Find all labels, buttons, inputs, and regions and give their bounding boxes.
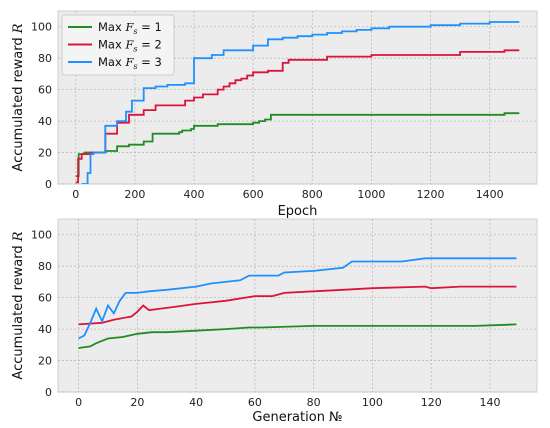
y-axis-label: Accumulated reward R <box>11 23 26 171</box>
series-line-1 <box>75 112 520 177</box>
x-tick-label: 20 <box>130 396 144 409</box>
legend-label: Max Fs = 1 <box>98 20 162 36</box>
x-tick-label: 40 <box>189 396 203 409</box>
y-tick-label: 100 <box>31 21 52 34</box>
y-tick-label: 60 <box>38 84 52 97</box>
accumulated-reward-vs-epoch-chart: 0 200 400 600 800 1000 1200 1400 0 20 40 60 80 100 Epo… <box>11 10 538 219</box>
y-axis-label-text: Accumulated reward <box>11 33 26 171</box>
x-tick-label: 1400 <box>476 188 504 201</box>
series-line-2 <box>78 285 517 326</box>
x-tick-label: 200 <box>124 188 145 201</box>
x-tick-label: 800 <box>302 188 323 201</box>
legend-label: Max Fs = 2 <box>98 38 162 54</box>
x-tick-label: 120 <box>421 396 442 409</box>
accumulated-reward-vs-generation-chart: 0 20 40 60 80 100 120 140 0 20 40 60 80 100 Generation… <box>11 218 538 425</box>
series-line-3 <box>81 21 520 184</box>
y-axis-label: Accumulated reward R <box>11 231 26 379</box>
legend-box <box>61 14 175 76</box>
y-axis-label-variable: R <box>11 231 26 242</box>
y-tick-label: 60 <box>38 292 52 305</box>
series-line-1 <box>78 323 517 349</box>
x-tick-label: 400 <box>184 188 205 201</box>
y-tick-label: 20 <box>38 355 52 368</box>
x-tick-label: 140 <box>479 396 500 409</box>
x-axis-label: Generation № <box>252 410 342 425</box>
series-line-3 <box>78 257 517 340</box>
y-axis-label-text: Accumulated reward <box>11 241 26 379</box>
x-tick-label: 0 <box>72 188 79 201</box>
plot-area <box>57 218 538 393</box>
y-tick-label: 0 <box>45 386 52 399</box>
y-tick-label: 20 <box>38 147 52 160</box>
x-axis-label: Epoch <box>278 204 318 219</box>
x-tick-label: 100 <box>362 396 383 409</box>
y-tick-label: 0 <box>45 178 52 191</box>
x-tick-label: 0 <box>75 396 82 409</box>
y-tick-label: 80 <box>38 260 52 273</box>
x-tick-label: 1000 <box>357 188 385 201</box>
x-tick-label: 600 <box>243 188 264 201</box>
legend-label: Max Fs = 3 <box>98 55 162 71</box>
y-axis-label-variable: R <box>11 23 26 34</box>
y-tick-label: 40 <box>38 323 52 336</box>
x-tick-label: 80 <box>307 396 321 409</box>
x-tick-label: 60 <box>248 396 262 409</box>
y-tick-label: 80 <box>38 52 52 65</box>
x-tick-label: 1200 <box>417 188 445 201</box>
y-tick-label: 40 <box>38 115 52 128</box>
y-tick-label: 100 <box>31 229 52 242</box>
